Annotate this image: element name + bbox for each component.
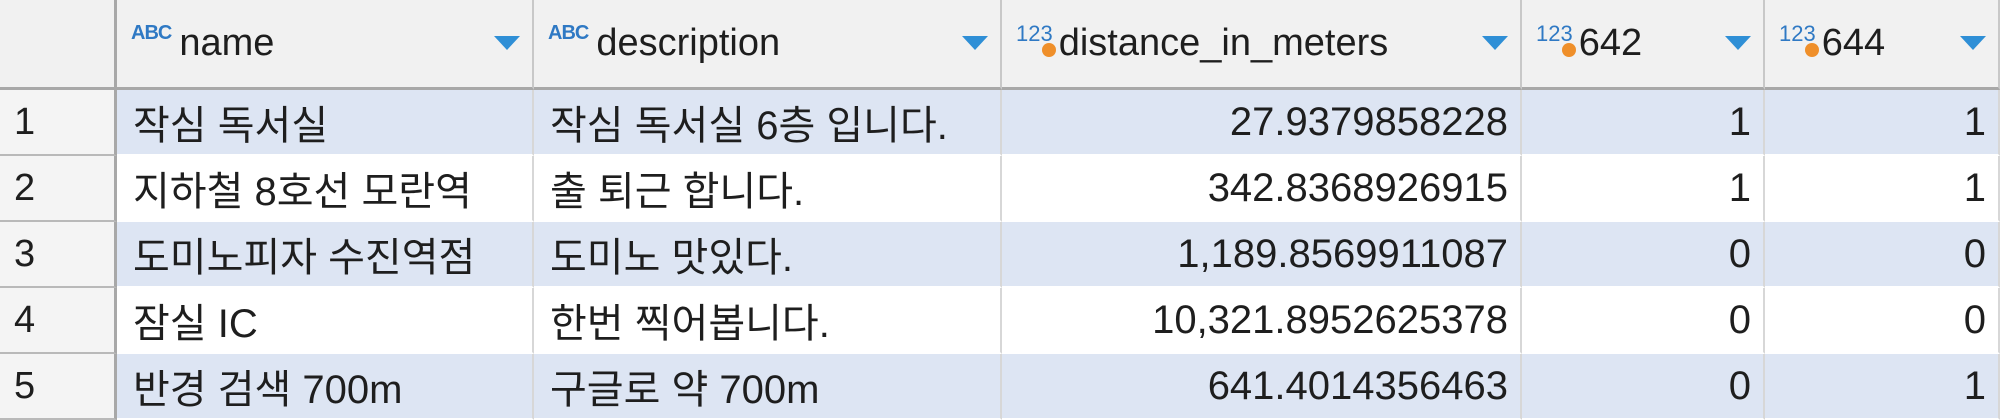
text-type-icon: ABC	[548, 22, 589, 44]
numeric-type-icon: 123	[1779, 21, 1819, 57]
cell-644[interactable]: 1	[1765, 354, 2000, 420]
cell-name[interactable]: 지하철 8호선 모란역	[117, 156, 534, 222]
row-number[interactable]: 1	[0, 90, 117, 156]
column-header-label: name	[179, 22, 275, 64]
cell-642[interactable]: 0	[1522, 288, 1765, 354]
cell-642[interactable]: 1	[1522, 156, 1765, 222]
cell-distance[interactable]: 10,321.8952625378	[1002, 288, 1522, 354]
cell-644[interactable]: 1	[1765, 156, 2000, 222]
cell-644[interactable]: 0	[1765, 222, 2000, 288]
row-number[interactable]: 3	[0, 222, 117, 288]
column-header-distance[interactable]: 123 distance_in_meters	[1002, 0, 1522, 90]
cell-description[interactable]: 도미노 맛있다.	[534, 222, 1002, 288]
cell-642[interactable]: 1	[1522, 90, 1765, 156]
cell-644[interactable]: 0	[1765, 288, 2000, 354]
column-header-label: 642	[1578, 22, 1643, 64]
column-header-label: distance_in_meters	[1058, 22, 1389, 64]
column-header-642[interactable]: 123 642	[1522, 0, 1765, 90]
cell-name[interactable]: 도미노피자 수진역점	[117, 222, 534, 288]
cell-642[interactable]: 0	[1522, 354, 1765, 420]
cell-distance[interactable]: 27.9379858228	[1002, 90, 1522, 156]
column-header-label: 644	[1821, 22, 1886, 64]
numeric-type-icon: 123	[1536, 21, 1576, 57]
cell-642[interactable]: 0	[1522, 222, 1765, 288]
cell-description[interactable]: 출 퇴근 합니다.	[534, 156, 1002, 222]
text-type-icon: ABC	[131, 22, 172, 44]
grid-corner[interactable]	[0, 0, 117, 90]
column-header-label: description	[596, 22, 781, 64]
cell-description[interactable]: 한번 찍어봅니다.	[534, 288, 1002, 354]
column-header-name[interactable]: ABC name	[117, 0, 534, 90]
cell-description[interactable]: 작심 독서실 6층 입니다.	[534, 90, 1002, 156]
cell-distance[interactable]: 1,189.8569911087	[1002, 222, 1522, 288]
column-header-644[interactable]: 123 644	[1765, 0, 2000, 90]
row-number[interactable]: 5	[0, 354, 117, 420]
numeric-type-icon: 123	[1016, 21, 1056, 57]
row-number[interactable]: 4	[0, 288, 117, 354]
cell-distance[interactable]: 342.8368926915	[1002, 156, 1522, 222]
cell-description[interactable]: 구글로 약 700m	[534, 354, 1002, 420]
row-number[interactable]: 2	[0, 156, 117, 222]
chevron-down-icon[interactable]	[1482, 36, 1508, 50]
chevron-down-icon[interactable]	[1960, 36, 1986, 50]
cell-644[interactable]: 1	[1765, 90, 2000, 156]
cell-name[interactable]: 반경 검색 700m	[117, 354, 534, 420]
cell-name[interactable]: 잠실 IC	[117, 288, 534, 354]
column-header-description[interactable]: ABC description	[534, 0, 1002, 90]
chevron-down-icon[interactable]	[1725, 36, 1751, 50]
chevron-down-icon[interactable]	[494, 36, 520, 50]
chevron-down-icon[interactable]	[962, 36, 988, 50]
cell-distance[interactable]: 641.4014356463	[1002, 354, 1522, 420]
cell-name[interactable]: 작심 독서실	[117, 90, 534, 156]
